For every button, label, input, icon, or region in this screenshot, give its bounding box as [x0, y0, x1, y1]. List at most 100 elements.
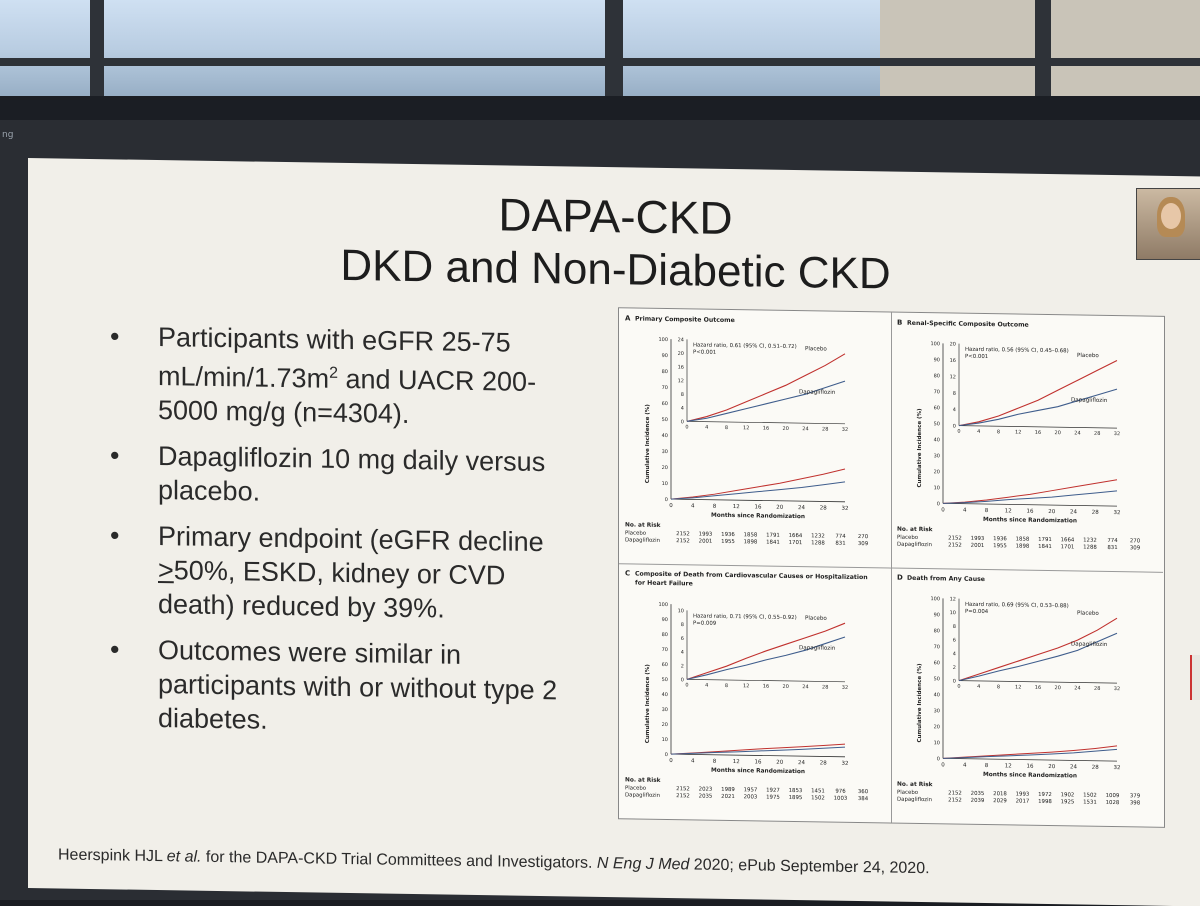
x-axis-label: Months since Randomization [983, 517, 1077, 524]
x-tick-label: 0 [669, 503, 673, 509]
risk-value: 2152 [948, 797, 962, 803]
inset-y-tick-label: 12 [950, 596, 956, 602]
chart-svg: C Composite of Death from Cardiovascular … [625, 569, 869, 802]
y-tick-label: 0 [665, 497, 668, 503]
series-label-placebo: Placebo [1077, 353, 1099, 359]
series-label-dapagliflozin: Dapagliflozin [1071, 642, 1108, 649]
underlined-symbol: > [158, 555, 174, 586]
hazard-ratio-text: Hazard ratio, 0.56 (95% CI, 0.45–0.68) [965, 347, 1069, 355]
risk-value: 1232 [811, 533, 825, 539]
inset-x-tick-label: 8 [725, 683, 728, 689]
risk-value: 1531 [1083, 800, 1097, 806]
bullet-text: Dapagliflozin 10 mg daily versus placebo… [158, 441, 546, 507]
inset-x-tick-label: 0 [957, 684, 960, 690]
risk-value: 1009 [1106, 793, 1120, 799]
main-curve-dapagliflozin [670, 746, 846, 755]
risk-value: 398 [1130, 800, 1141, 806]
citation-etal: et al. [166, 848, 202, 866]
risk-row-label: Placebo [625, 530, 646, 536]
risk-value: 2001 [971, 543, 985, 549]
y-tick-label: 60 [934, 405, 940, 411]
y-tick-label: 90 [934, 612, 940, 618]
x-tick-label: 0 [669, 758, 673, 764]
bullet-symbol: • [110, 520, 120, 551]
x-tick-label: 20 [1048, 764, 1055, 770]
risk-value: 309 [1130, 545, 1141, 551]
y-tick-label: 50 [934, 421, 940, 427]
inset-y-tick-label: 10 [950, 610, 956, 616]
risk-value: 1925 [1061, 799, 1075, 805]
risk-row-label: Dapagliflozin [625, 792, 660, 799]
webcam-thumbnail[interactable] [1136, 188, 1200, 260]
y-tick-label: 30 [662, 707, 668, 713]
inset-curve-dapagliflozin [958, 388, 1118, 427]
person-face [1161, 203, 1181, 229]
y-tick-label: 40 [662, 692, 668, 698]
inset-x-tick-label: 28 [822, 426, 828, 432]
inset-y-tick-label: 8 [953, 624, 956, 630]
x-tick-label: 12 [1005, 763, 1012, 769]
y-tick-label: 30 [934, 708, 940, 714]
x-tick-label: 12 [1005, 508, 1012, 514]
panel-letter: C [625, 569, 630, 577]
citation-text: 2020; ePub September 24, 2020. [689, 856, 930, 878]
bullet-symbol: • [110, 634, 120, 665]
inset-x-tick-label: 8 [997, 684, 1000, 690]
x-axis-label: Months since Randomization [711, 768, 805, 775]
y-tick-label: 80 [934, 373, 940, 379]
inset-curve-dapagliflozin [958, 632, 1118, 682]
y-tick-label: 80 [662, 369, 668, 375]
y-tick-label: 0 [937, 756, 940, 762]
inset-x-tick-label: 28 [1094, 431, 1100, 437]
bullet-text: Outcomes were similar in participants wi… [158, 635, 558, 735]
inset-x-tick-label: 20 [783, 426, 789, 432]
y-tick-label: 70 [662, 647, 668, 653]
y-tick-label: 90 [662, 617, 668, 623]
p-value-text: P<0.001 [965, 354, 988, 360]
bullet-text: Primary endpoint (eGFR decline [158, 521, 544, 558]
risk-value: 2152 [676, 786, 690, 792]
x-tick-label: 16 [755, 759, 762, 765]
x-tick-label: 32 [842, 761, 849, 767]
inset-x-tick-label: 20 [1055, 430, 1061, 436]
inset-x-tick-label: 12 [1015, 685, 1021, 691]
risk-value: 2017 [1016, 799, 1030, 805]
y-tick-label: 60 [662, 662, 668, 668]
risk-value: 1502 [1083, 793, 1097, 799]
inset-y-tick-label: 2 [681, 663, 684, 669]
bullet-text: 50%, ESKD, kidney or CVD death) reduced … [158, 555, 506, 624]
risk-value: 1853 [789, 788, 803, 794]
main-curve-dapagliflozin [942, 490, 1118, 504]
x-tick-label: 28 [820, 505, 827, 511]
risk-value: 1003 [834, 796, 848, 802]
y-tick-label: 20 [934, 469, 940, 475]
window-frame [605, 0, 623, 110]
inset-x-tick-label: 4 [705, 683, 708, 689]
bullet-list: • Participants with eGFR 25-75 mL/min/1.… [110, 319, 580, 753]
inset-x-tick-label: 4 [705, 425, 708, 431]
hazard-ratio-text: Hazard ratio, 0.61 (95% CI, 0.51–0.72) [693, 342, 797, 350]
risk-table-header: No. at Risk [625, 777, 661, 784]
x-tick-label: 8 [985, 508, 989, 514]
inset-x-tick-label: 12 [1015, 430, 1021, 436]
inset-x-tick-label: 8 [725, 425, 728, 431]
risk-value: 2029 [993, 798, 1007, 804]
inset-curve-placebo [958, 617, 1118, 682]
inset-x-tick-label: 32 [1114, 686, 1120, 692]
y-tick-label: 50 [934, 676, 940, 682]
chart-svg: D Death from Any Cause0102030405060708090… [897, 574, 1141, 807]
risk-value: 1451 [811, 788, 825, 794]
inset-x-tick-label: 28 [1094, 686, 1100, 692]
side-scroll-indicator[interactable] [1190, 655, 1200, 700]
y-tick-label: 90 [662, 353, 668, 359]
x-tick-label: 16 [1027, 764, 1034, 770]
y-tick-label: 20 [934, 724, 940, 730]
panel-letter: B [897, 319, 902, 327]
risk-table-header: No. at Risk [897, 527, 933, 534]
inset-x-tick-label: 24 [1074, 430, 1080, 436]
main-curve-placebo [942, 745, 1118, 759]
window-frame [1035, 0, 1051, 110]
y-tick-label: 80 [934, 628, 940, 634]
risk-value: 1993 [1016, 792, 1030, 798]
x-tick-label: 12 [733, 504, 740, 510]
